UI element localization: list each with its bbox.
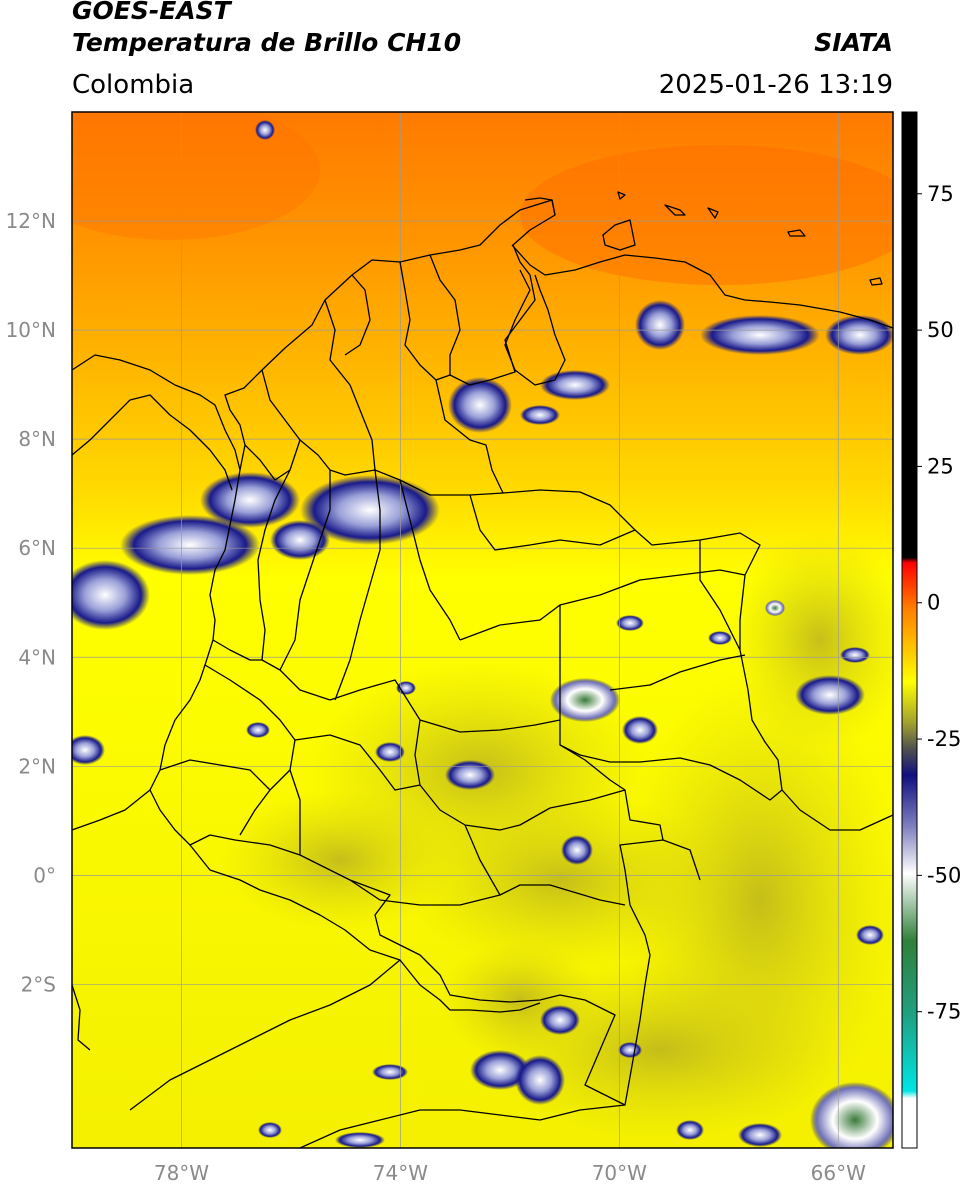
colorbar: 75 50 25 0 -25 -50 -75: [901, 111, 961, 1149]
colorbar-tick-label: 25: [927, 454, 954, 478]
warm-region: [520, 145, 893, 285]
lake-maracaibo: [504, 269, 566, 386]
timestamp-label: 2025-01-26 13:19: [658, 70, 893, 100]
colorbar-frame: [901, 111, 918, 1149]
colorbar-tick-label: 75: [927, 182, 954, 206]
brand-label: SIATA: [814, 28, 893, 57]
longitude-tick-label: 70°W: [592, 1161, 647, 1185]
latitude-tick-label: 8°N: [18, 427, 56, 451]
colorbar-tick-label: -50: [927, 863, 961, 887]
latitude-tick-label: 2°S: [21, 972, 56, 996]
colorbar-tick-label: -25: [927, 727, 961, 751]
map-area: [72, 112, 893, 1148]
colorbar-tick-label: 0: [927, 591, 940, 615]
peru-coast: [72, 984, 91, 1051]
ecuador-border: [72, 789, 151, 831]
latitude-tick-label: 2°N: [18, 754, 56, 778]
colorbar-ticks: 75 50 25 0 -25 -50 -75: [917, 182, 961, 1024]
latitude-tick-label: 10°N: [6, 318, 56, 342]
latitude-tick-label: 12°N: [6, 209, 56, 233]
longitude-tick-label: 78°W: [154, 1161, 209, 1185]
warm-region: [72, 112, 320, 240]
venezuela-coast: [511, 244, 893, 329]
graticule: [72, 112, 893, 1148]
map-title-product: Temperatura de Brillo CH10: [72, 28, 462, 57]
colorbar-tick-label: -75: [927, 1000, 961, 1024]
longitude-tick-label: 74°W: [373, 1161, 428, 1185]
map-frame: [71, 111, 894, 1149]
cloud-cells: [72, 120, 893, 1148]
latitude-tick-label: 4°N: [18, 645, 56, 669]
latitude-tick-label: 6°N: [18, 536, 56, 560]
region-label: Colombia: [72, 70, 195, 100]
longitude-tick-labels: 78°W 74°W 70°W 66°W: [154, 1161, 866, 1185]
colorbar-ramp: [902, 112, 917, 1148]
longitude-tick-label: 66°W: [811, 1161, 866, 1185]
latitude-tick-labels: 12°N 10°N 8°N 6°N 4°N 2°N 0° 2°S: [6, 209, 56, 996]
borders: [72, 191, 893, 1148]
colorbar-tick-label: 50: [927, 318, 954, 342]
map-title-satellite: GOES-EAST: [72, 0, 231, 25]
latitude-tick-label: 0°: [33, 863, 56, 887]
panama-coast: [72, 354, 241, 471]
